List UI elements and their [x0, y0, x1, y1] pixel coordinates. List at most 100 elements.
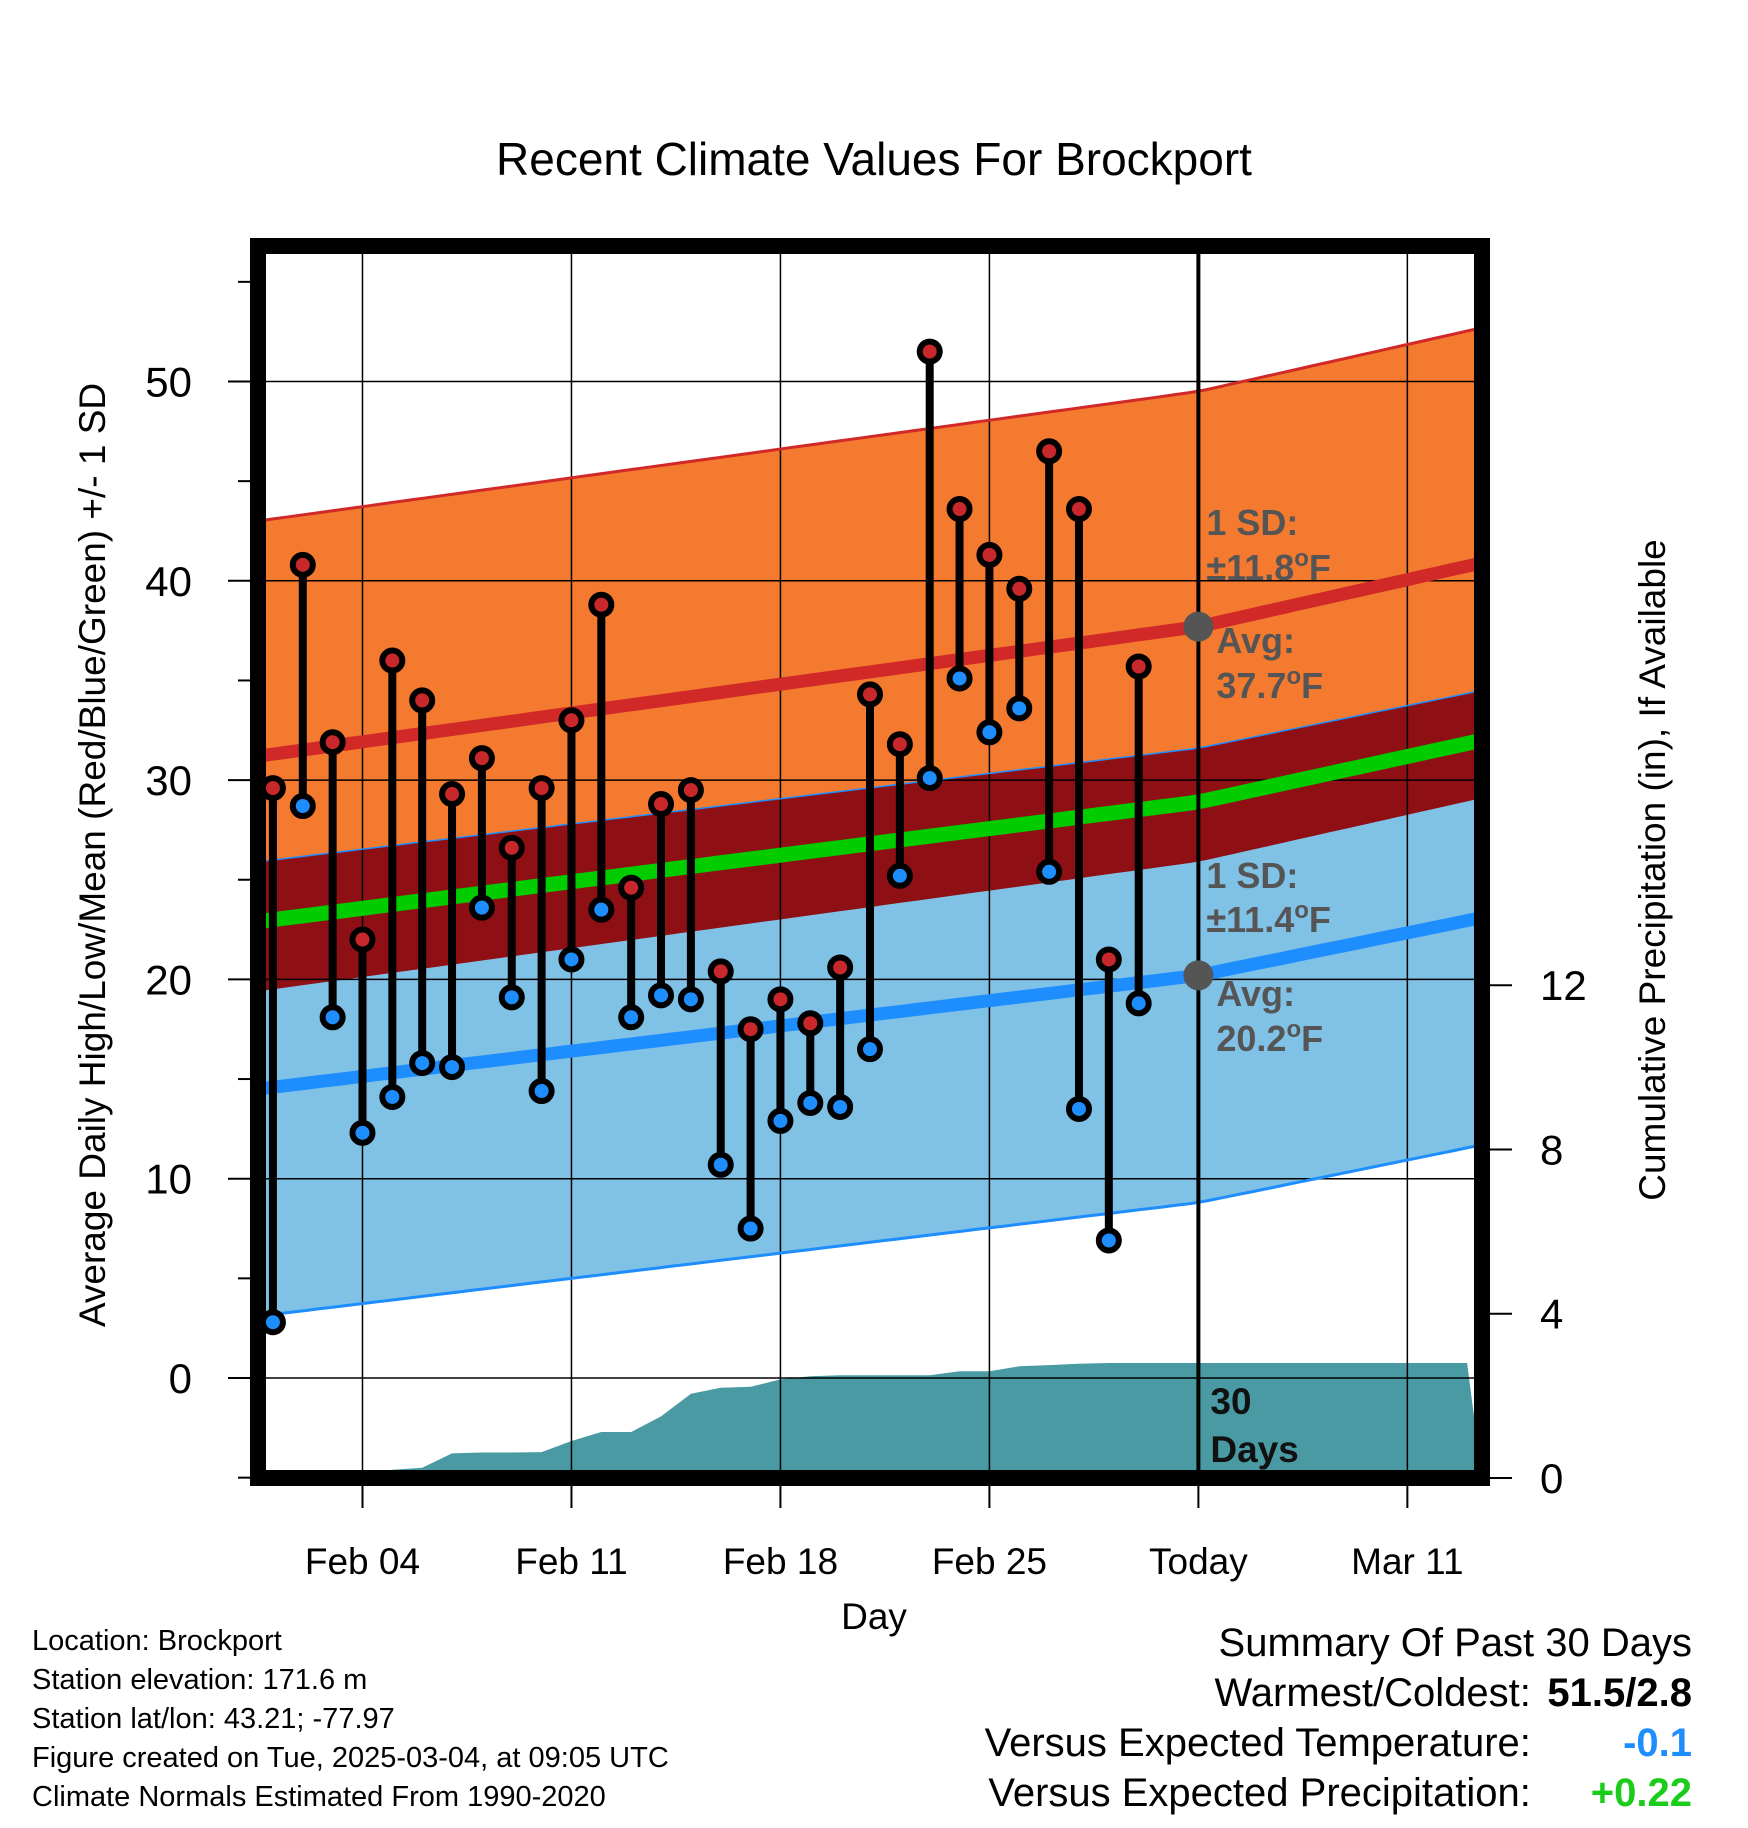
daily-high-point: [528, 775, 555, 802]
temp-value: -0.1: [1623, 1721, 1692, 1765]
y-tick-label: 10: [145, 1156, 192, 1203]
y-tick-label: 30: [145, 757, 192, 804]
daily-high-point: [767, 986, 794, 1013]
daily-low-point: [319, 1004, 346, 1031]
y2-tick-label: 8: [1540, 1126, 1563, 1173]
daily-high-point: [1095, 946, 1122, 973]
warm-cold-label: Warmest/Coldest:: [1214, 1671, 1531, 1715]
days-count-label: 30: [1210, 1381, 1251, 1422]
daily-high-point: [349, 926, 376, 953]
days-word-label: Days: [1210, 1429, 1298, 1470]
daily-high-point: [558, 707, 585, 734]
x-tick-label: Feb 04: [305, 1541, 420, 1582]
daily-low-point: [886, 862, 913, 889]
location-text: Location: Brockport: [32, 1625, 282, 1657]
daily-low-point: [468, 894, 495, 921]
precip-label: Versus Expected Precipitation:: [988, 1771, 1531, 1815]
daily-high-point: [886, 731, 913, 758]
today-low-avg-marker: [1183, 960, 1214, 991]
x-tick-label: Mar 11: [1351, 1541, 1463, 1582]
daily-high-point: [319, 729, 346, 756]
x-axis-label: Day: [841, 1596, 907, 1637]
daily-low-point: [588, 896, 615, 923]
daily-low-point: [767, 1107, 794, 1134]
daily-low-point: [857, 1036, 883, 1063]
summary-warm-cold: Warmest/Coldest: 51.5/2.8: [985, 1668, 1693, 1718]
x-tick-label: Feb 11: [515, 1541, 627, 1582]
low-sd-lower-line: [258, 1143, 1482, 1318]
daily-low-point: [409, 1050, 436, 1077]
daily-high-point: [677, 777, 704, 804]
daily-low-point: [439, 1054, 466, 1081]
x-tick-label: Feb 18: [723, 1541, 838, 1582]
daily-low-point: [558, 946, 585, 973]
daily-low-point: [618, 1004, 645, 1031]
daily-high-point: [648, 791, 675, 818]
summary-title: Summary Of Past 30 Days: [1218, 1621, 1692, 1665]
normals-text: Climate Normals Estimated From 1990-2020: [32, 1781, 606, 1813]
daily-low-point: [916, 765, 943, 792]
summary-temp: Versus Expected Temperature: -0.1: [985, 1718, 1692, 1768]
daily-high-point: [857, 681, 883, 708]
y2-tick-label: 12: [1540, 962, 1587, 1009]
daily-high-point: [1125, 653, 1152, 680]
low-avg-value: 20.2oF: [1216, 1016, 1323, 1059]
daily-low-point: [379, 1083, 406, 1110]
plot-content: [258, 246, 1482, 1478]
high-sd-value: ±11.8oF: [1206, 545, 1331, 588]
created-text: Figure created on Tue, 2025-03-04, at 09…: [32, 1742, 669, 1774]
daily-high-point: [797, 1010, 824, 1037]
daily-low-point: [1095, 1227, 1122, 1254]
daily-high-point: [976, 541, 1003, 568]
daily-low-point: [797, 1089, 824, 1116]
normal-high-line: [258, 556, 1482, 763]
daily-high-point: [946, 496, 973, 523]
high-sd-upper-line: [258, 326, 1482, 523]
daily-low-point: [528, 1078, 555, 1105]
y2-tick-label: 4: [1540, 1291, 1563, 1338]
daily-high-point: [827, 954, 854, 981]
y-axis-label: Average Daily High/Low/Mean (Red/Blue/Gr…: [72, 383, 113, 1327]
elevation-text: Station elevation: 171.6 m: [32, 1664, 368, 1696]
daily-high-point: [916, 338, 943, 365]
today-high-avg-marker: [1183, 611, 1214, 642]
high-avg-label: Avg:: [1216, 620, 1295, 661]
daily-low-point: [349, 1119, 376, 1146]
daily-high-point: [618, 874, 645, 901]
y2-tick-label: 0: [1540, 1455, 1563, 1502]
daily-low-point: [707, 1151, 734, 1178]
daily-low-point: [289, 793, 316, 820]
daily-high-point: [707, 958, 734, 985]
summary-panel: Summary Of Past 30 Days Warmest/Coldest:…: [985, 1618, 1692, 1818]
plot-frame: [250, 238, 1490, 1486]
y-tick-label: 40: [145, 558, 192, 605]
daily-high-point: [439, 781, 466, 808]
daily-low-point: [1065, 1095, 1092, 1122]
daily-high-point: [498, 834, 525, 861]
daily-high-point: [409, 687, 436, 714]
precip-value: +0.22: [1590, 1771, 1692, 1815]
latlon-text: Station lat/lon: 43.21; -77.97: [32, 1703, 395, 1735]
daily-high-point: [1036, 438, 1063, 465]
daily-high-point: [1006, 575, 1033, 602]
daily-low-point: [677, 986, 704, 1013]
high-avg-value: 37.7oF: [1216, 663, 1323, 706]
daily-high-point: [289, 551, 316, 578]
daily-low-point: [1036, 858, 1063, 885]
daily-low-point: [1125, 990, 1152, 1017]
low-avg-label: Avg:: [1216, 973, 1295, 1014]
y-tick-label: 0: [169, 1355, 192, 1402]
daily-low-point: [946, 665, 973, 692]
daily-high-point: [737, 1016, 764, 1043]
temp-label: Versus Expected Temperature:: [984, 1721, 1531, 1765]
y-tick-label: 20: [145, 956, 192, 1003]
daily-high-point: [379, 647, 406, 674]
daily-low-point: [737, 1215, 764, 1242]
daily-high-point: [468, 745, 495, 772]
low-sd-value: ±11.4oF: [1206, 897, 1331, 940]
daily-low-point: [976, 719, 1003, 746]
x-tick-label: Feb 25: [932, 1541, 1047, 1582]
y-tick-label: 50: [145, 359, 192, 406]
